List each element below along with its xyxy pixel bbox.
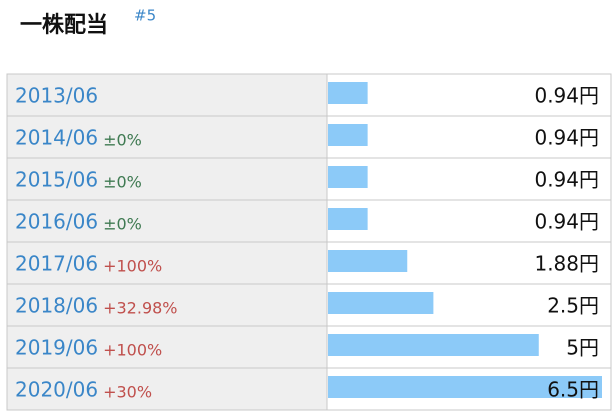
- period-label[interactable]: 2014/06: [15, 126, 98, 150]
- period-label[interactable]: 2017/06: [15, 252, 98, 276]
- change-label: ±0%: [103, 173, 142, 192]
- change-label: +100%: [103, 341, 162, 360]
- bar: [328, 292, 434, 314]
- label-cell: [6, 325, 328, 369]
- change-label: ±0%: [103, 215, 142, 234]
- bar-cell: [326, 157, 612, 201]
- chart-title: 一株配当: [20, 13, 108, 38]
- label-cell: [6, 157, 328, 201]
- value-label: 0.94円: [534, 210, 599, 234]
- period-label[interactable]: 2020/06: [15, 378, 98, 402]
- value-label: 0.94円: [534, 126, 599, 150]
- bar: [328, 166, 368, 188]
- period-label[interactable]: 2019/06: [15, 336, 98, 360]
- bar-cell: [326, 73, 612, 117]
- value-label: 0.94円: [534, 168, 599, 192]
- change-label: ±0%: [103, 131, 142, 150]
- bar: [328, 82, 368, 104]
- value-label: 0.94円: [534, 84, 599, 108]
- period-label[interactable]: 2016/06: [15, 210, 98, 234]
- title-note[interactable]: #5: [134, 7, 156, 25]
- period-label[interactable]: 2015/06: [15, 168, 98, 192]
- value-label: 1.88円: [534, 252, 599, 276]
- period-label[interactable]: 2018/06: [15, 294, 98, 318]
- bar-cell: [326, 115, 612, 159]
- change-label: +30%: [103, 383, 152, 402]
- period-label[interactable]: 2013/06: [15, 84, 98, 108]
- value-label: 5円: [566, 336, 599, 360]
- value-label: 6.5円: [547, 378, 599, 402]
- label-cell: [6, 73, 328, 117]
- bar-cell: [326, 199, 612, 243]
- value-label: 2.5円: [547, 294, 599, 318]
- bar: [328, 208, 368, 230]
- bar: [328, 376, 602, 398]
- change-label: +100%: [103, 257, 162, 276]
- change-label: +32.98%: [103, 299, 177, 318]
- label-cell: [6, 115, 328, 159]
- bar: [328, 124, 368, 146]
- bar: [328, 334, 539, 356]
- bar: [328, 250, 408, 272]
